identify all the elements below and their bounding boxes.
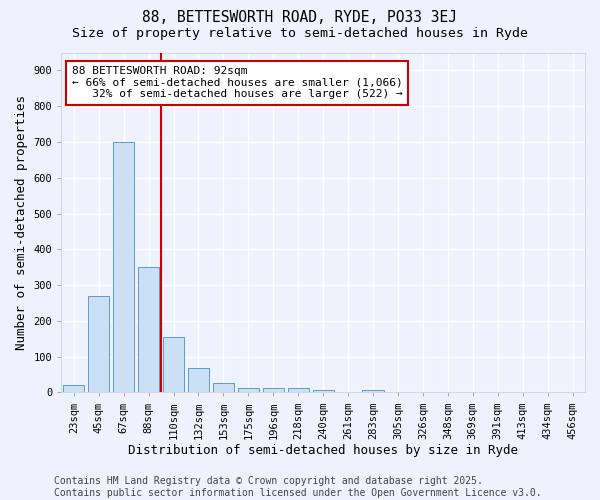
Bar: [163, 337, 184, 392]
Text: Contains HM Land Registry data © Crown copyright and database right 2025.
Contai: Contains HM Land Registry data © Crown c…: [54, 476, 542, 498]
X-axis label: Distribution of semi-detached houses by size in Ryde: Distribution of semi-detached houses by …: [128, 444, 518, 458]
Bar: [188, 368, 209, 392]
Bar: [138, 267, 159, 392]
Bar: [313, 390, 334, 392]
Bar: [88, 296, 109, 392]
Text: Size of property relative to semi-detached houses in Ryde: Size of property relative to semi-detach…: [72, 28, 528, 40]
Text: 88 BETTESWORTH ROAD: 92sqm
← 66% of semi-detached houses are smaller (1,066)
   : 88 BETTESWORTH ROAD: 92sqm ← 66% of semi…: [72, 66, 403, 100]
Bar: [263, 388, 284, 392]
Bar: [287, 388, 309, 392]
Bar: [213, 384, 234, 392]
Bar: [362, 390, 383, 392]
Y-axis label: Number of semi-detached properties: Number of semi-detached properties: [15, 95, 28, 350]
Bar: [113, 142, 134, 393]
Text: 88, BETTESWORTH ROAD, RYDE, PO33 3EJ: 88, BETTESWORTH ROAD, RYDE, PO33 3EJ: [143, 10, 458, 25]
Bar: [63, 386, 85, 392]
Bar: [238, 388, 259, 392]
